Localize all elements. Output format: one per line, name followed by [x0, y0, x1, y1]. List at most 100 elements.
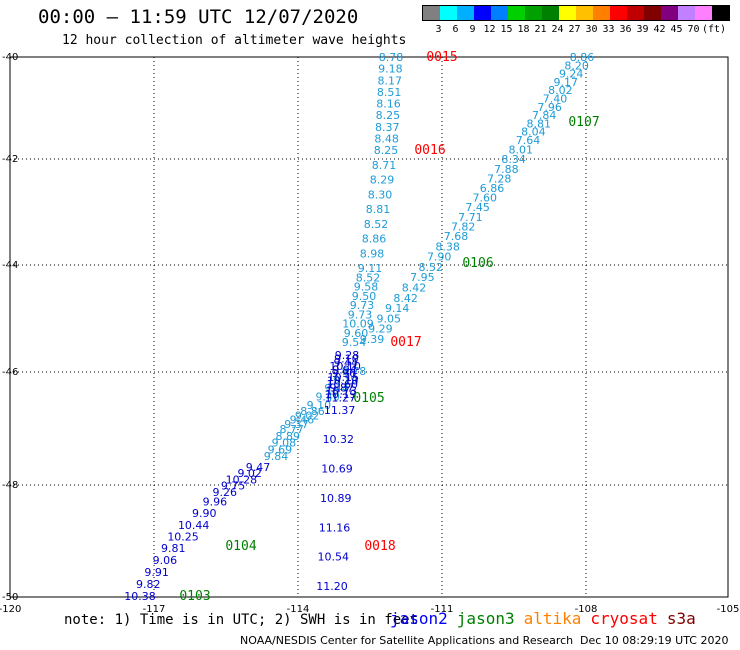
wave-height-label: 9.73 [350, 299, 375, 312]
wave-height-label: 8.51 [377, 86, 402, 99]
scale-swatch [457, 6, 474, 20]
wave-height-label: 9.60 [344, 327, 369, 340]
lon-label: -111 [431, 604, 454, 615]
wave-height-label: 6.86 [480, 182, 505, 195]
wave-height-label: 9.44 [333, 356, 358, 369]
wave-height-label: 9.44 [324, 382, 349, 395]
scale-swatch [627, 6, 644, 20]
scale-label: 9 [469, 24, 476, 35]
wave-height-label: 7.40 [543, 93, 568, 106]
page-subtitle: 12 hour collection of altimeter wave hei… [62, 33, 407, 48]
scale-swatch [610, 6, 627, 20]
wave-height-label: 7.60 [473, 192, 498, 205]
satellite-name: cryosat [590, 609, 658, 628]
wave-height-label: 9.96 [332, 367, 357, 380]
scale-swatch [559, 6, 576, 20]
wave-height-label: 7.68 [444, 230, 469, 243]
wave-height-label: 7.71 [458, 211, 483, 224]
wave-height-label: 8.25 [374, 144, 399, 157]
wave-height-label: 8.52 [356, 271, 381, 284]
wave-height-label: 8.86 [570, 51, 595, 64]
satellite-name: s3a [666, 609, 696, 628]
wave-height-label: 9.81 [161, 542, 186, 555]
wave-height-label: 10.32 [323, 433, 355, 446]
wave-height-label: 9.94 [332, 364, 357, 377]
wave-height-label: 9.28 [335, 349, 360, 362]
wave-height-label: 10.10 [329, 360, 361, 373]
scale-label: 39 [636, 24, 649, 35]
wave-height-label: 8.42 [393, 292, 418, 305]
pass-id-label: 0015 [426, 50, 457, 65]
wave-height-label: 10.25 [167, 530, 199, 543]
wave-height-label: 10.38 [124, 590, 156, 603]
lon-label: -117 [143, 604, 166, 615]
wave-height-label: 11.27 [325, 392, 357, 405]
wave-height-label: 9.91 [144, 566, 169, 579]
wave-height-label: 9.08 [272, 437, 297, 450]
pass-id-label: 0103 [179, 589, 210, 604]
wave-height-label: 9.82 [136, 578, 161, 591]
satellite-name: jason2 [390, 609, 448, 628]
footer-note: note: 1) Time is in UTC; 2) SWH is in fe… [64, 612, 419, 628]
wave-height-label: 9.54 [342, 336, 367, 349]
satellite-name: altika [523, 609, 582, 628]
scale-swatch [576, 6, 593, 20]
wave-height-label: 8.01 [509, 144, 534, 157]
wave-height-label: 8.25 [376, 109, 401, 122]
color-scale-bar [422, 5, 730, 21]
wave-height-label: 10.44 [178, 519, 210, 532]
wave-height-label: 9.73 [348, 308, 373, 321]
scale-swatch [491, 6, 508, 20]
wave-height-label: 10.69 [321, 463, 353, 476]
wave-height-label: 8.86 [362, 233, 387, 246]
lat-label: -42 [2, 154, 18, 165]
wave-height-label: 9.96 [203, 496, 228, 509]
scale-label: (ft) [702, 24, 727, 35]
wave-height-label: 7.88 [494, 163, 519, 176]
wave-height-label: 9.24 [559, 68, 584, 81]
wave-height-label: 9.29 [368, 323, 393, 336]
wave-height-label: 7.84 [532, 109, 557, 122]
wave-height-label: 8.77 [279, 423, 304, 436]
scale-label: 3 [435, 24, 442, 35]
wave-height-label: 7.95 [410, 271, 435, 284]
scale-swatch [712, 6, 729, 20]
wave-height-label: 9.39 [360, 333, 385, 346]
scale-swatch [423, 6, 440, 20]
scale-label: 27 [568, 24, 581, 35]
pass-id-label: 0018 [364, 539, 395, 554]
wave-height-label: 8.78 [379, 51, 404, 64]
wave-height-label: 9.46 [290, 414, 315, 427]
wave-height-label: 8.16 [376, 98, 401, 111]
wave-height-label: 9.18 [378, 63, 403, 76]
lat-label: -46 [2, 367, 18, 378]
wave-height-label: 9.40 [315, 391, 340, 404]
pass-id-label: 0107 [568, 115, 599, 130]
satellite-name: jason3 [456, 609, 515, 628]
wave-height-label: 8.86 [300, 405, 325, 418]
scale-swatch [474, 6, 491, 20]
scale-label: 6 [452, 24, 459, 35]
wave-height-label: 9.10 [334, 353, 359, 366]
pass-id-label: 0104 [225, 539, 256, 554]
wave-height-label: 9.14 [385, 302, 410, 315]
wave-height-label: 7.96 [537, 101, 562, 114]
wave-height-label: 7.45 [465, 201, 490, 214]
wave-height-label: 10.73 [326, 385, 358, 398]
wave-height-label: 10.15 [327, 371, 359, 384]
credit-date: Dec 10 08:29:19 UTC 2020 [580, 634, 729, 647]
wave-height-label: 8.04 [521, 126, 546, 139]
wave-height-label: 9.11 [358, 262, 383, 275]
wave-height-label: 7.90 [427, 251, 452, 264]
wave-height-label: 8.81 [366, 203, 391, 216]
wave-height-label: 10.54 [318, 551, 350, 564]
wave-height-label: 9.84 [264, 450, 289, 463]
wave-height-label: 8.52 [364, 218, 389, 231]
wave-height-label: 11.37 [324, 404, 356, 417]
wave-height-label: 9.26 [213, 486, 238, 499]
map-frame [9, 56, 729, 598]
wave-height-label: 9.58 [354, 281, 379, 294]
wave-height-label: 9.47 [246, 461, 271, 474]
wave-height-label: 8.38 [435, 240, 460, 253]
scale-swatch [593, 6, 610, 20]
